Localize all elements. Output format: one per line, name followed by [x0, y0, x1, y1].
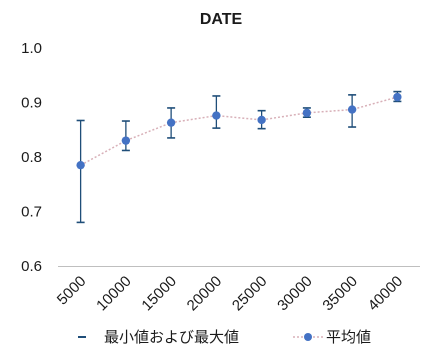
mean-point: [393, 92, 402, 102]
mean-point: [347, 105, 357, 114]
x-tick-label: 20000: [184, 273, 226, 315]
mean-trend-line: [80, 96, 398, 166]
mean-point: [257, 115, 266, 125]
error-bar: [76, 119, 85, 224]
mean-point: [212, 111, 221, 120]
y-tick-label: 0.8: [21, 149, 42, 166]
x-tick-label: 5000: [54, 273, 90, 309]
legend-mean-label: 平均値: [326, 328, 371, 346]
x-axis-ticks: 5000 10000 15000 20000 25000 30000 35000 40000: [54, 273, 406, 315]
y-tick-label: 0.9: [21, 95, 42, 112]
mean-point: [302, 108, 312, 118]
mean-point: [121, 136, 131, 145]
x-tick-label: 25000: [229, 273, 271, 315]
legend: 最小値および最大値 平均値: [78, 328, 371, 346]
y-tick-label: 0.6: [21, 258, 42, 275]
x-tick-label: 30000: [274, 273, 316, 315]
mean-point: [166, 118, 176, 127]
x-tick-label: 35000: [319, 273, 361, 315]
mean-point: [76, 160, 85, 170]
y-axis-ticks: 0.6 0.7 0.8 0.9 1.0: [21, 40, 42, 275]
legend-range-label: 最小値および最大値: [104, 328, 239, 346]
error-bar: [121, 120, 130, 152]
x-tick-label: 40000: [365, 273, 407, 315]
y-tick-label: 0.7: [21, 204, 42, 221]
y-tick-label: 1.0: [21, 40, 42, 57]
x-tick-label: 15000: [138, 273, 180, 315]
legend-mean-marker: [304, 333, 312, 341]
mean-points: [76, 92, 402, 170]
chart-title: DATE: [200, 11, 243, 28]
x-tick-label: 10000: [93, 273, 135, 315]
